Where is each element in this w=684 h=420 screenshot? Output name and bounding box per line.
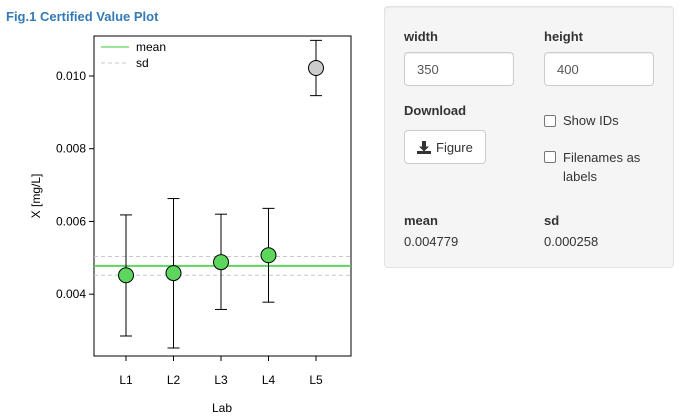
show-ids-checkbox[interactable] bbox=[544, 115, 556, 127]
download-figure-label: Figure bbox=[436, 139, 473, 155]
settings-panel: width height Download Figure Show IDs Fi… bbox=[384, 6, 674, 268]
filenames-label-line2: labels bbox=[563, 169, 597, 184]
data-point-l4 bbox=[260, 207, 277, 303]
download-label: Download bbox=[404, 103, 467, 118]
legend-sd-label: sd bbox=[136, 56, 149, 70]
download-figure-button[interactable]: Figure bbox=[404, 130, 486, 164]
mean-value: 0.004779 bbox=[404, 234, 459, 249]
x-tick-label: L3 bbox=[214, 373, 228, 387]
width-label: width bbox=[404, 29, 438, 44]
data-point-l2 bbox=[165, 198, 182, 349]
figure-title: Fig.1 Certified Value Plot bbox=[6, 9, 159, 24]
mean-label: mean bbox=[404, 213, 438, 228]
show-ids-label: Show IDs bbox=[563, 113, 619, 128]
x-tick-label: L5 bbox=[309, 373, 323, 387]
height-input[interactable] bbox=[544, 52, 654, 86]
filenames-as-labels-checkbox[interactable] bbox=[544, 151, 556, 163]
height-label: height bbox=[544, 29, 583, 44]
filenames-as-labels-option[interactable]: Filenames as labels bbox=[544, 148, 640, 186]
legend: mean sd bbox=[101, 40, 166, 70]
sd-label: sd bbox=[544, 213, 560, 228]
plot-frame bbox=[93, 35, 352, 357]
y-axis: 0.004 0.006 0.008 0.010 bbox=[56, 69, 94, 301]
filenames-label-line1: Filenames as bbox=[563, 150, 641, 165]
data-point-l1 bbox=[118, 214, 134, 337]
sd-value: 0.000258 bbox=[544, 234, 599, 249]
mean-marker bbox=[308, 60, 324, 76]
data-point-l5 bbox=[308, 39, 324, 97]
width-input[interactable] bbox=[404, 52, 514, 86]
y-axis-label: X [mg/L] bbox=[29, 174, 43, 219]
x-tick-label: L4 bbox=[262, 373, 276, 387]
legend-mean-label: mean bbox=[136, 40, 166, 54]
mean-marker bbox=[213, 254, 229, 271]
y-tick-label: 0.010 bbox=[56, 69, 86, 83]
mean-marker bbox=[165, 265, 182, 282]
y-tick-label: 0.004 bbox=[56, 287, 86, 301]
x-tick-label: L2 bbox=[167, 373, 181, 387]
y-tick-label: 0.006 bbox=[56, 214, 86, 228]
download-icon bbox=[417, 140, 431, 154]
mean-marker bbox=[260, 247, 277, 264]
x-tick-label: L1 bbox=[119, 373, 133, 387]
mean-marker bbox=[118, 267, 134, 284]
x-axis: L1 L2 L3 L4 L5 bbox=[119, 356, 323, 387]
data-point-l3 bbox=[213, 213, 229, 310]
y-tick-label: 0.008 bbox=[56, 142, 86, 156]
x-axis-label: Lab bbox=[212, 401, 232, 415]
filenames-as-labels-label: Filenames as labels bbox=[563, 148, 640, 186]
show-ids-option[interactable]: Show IDs bbox=[544, 113, 619, 128]
